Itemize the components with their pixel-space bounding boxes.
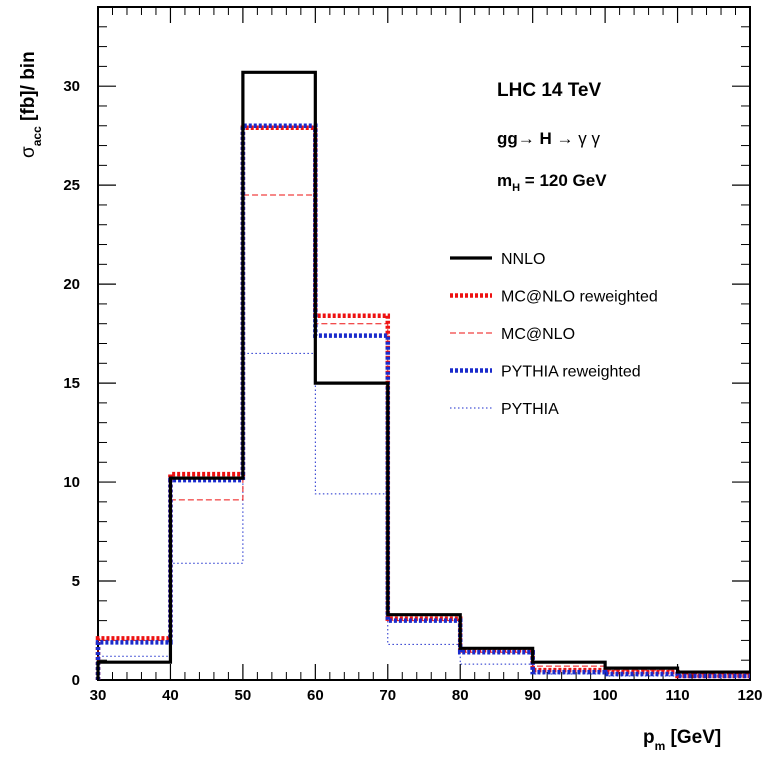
x-tick-label: 40 — [162, 687, 179, 704]
x-tick-label: 30 — [90, 687, 107, 704]
y-axis-label: σacc [fb]/ bin — [18, 51, 44, 158]
legend-label: MC@NLO reweighted — [501, 289, 658, 306]
series-group — [95, 70, 750, 680]
y-tick-label: 0 — [72, 672, 80, 689]
axis-ticks: 30 40 50 60 70 80 90 100 110 120 0 5 10 15 20 25 30 — [63, 6, 763, 704]
x-tick-label: 50 — [235, 687, 252, 704]
annotation-process: gg→ H → γ γ — [497, 129, 600, 148]
x-tick-label: 80 — [452, 687, 469, 704]
plot-frame — [97, 6, 751, 681]
y-tick-label: 15 — [63, 375, 80, 392]
legend-label: NNLO — [501, 251, 545, 268]
x-axis-label: pm [GeV] — [643, 727, 721, 753]
legend-label: PYTHIA — [501, 401, 559, 418]
annotation-lhc: LHC 14 TeV — [497, 80, 602, 101]
series-line-nnlo — [96, 70, 750, 680]
y-tick-label: 20 — [63, 276, 80, 293]
series-line-pythia — [97, 352, 750, 680]
x-tick-label: 90 — [524, 687, 541, 704]
series-line-pythia-reweighted — [95, 123, 750, 680]
y-tick-label: 10 — [63, 474, 80, 491]
legend: NNLO MC@NLO reweighted MC@NLO PYTHIA reweig… — [450, 251, 658, 418]
annotation-higgs-mass: mH = 120 GeV — [497, 171, 607, 194]
x-tick-label: 70 — [379, 687, 396, 704]
y-tick-label: 30 — [63, 78, 80, 95]
legend-label: MC@NLO — [501, 326, 575, 343]
x-tick-label: 100 — [593, 687, 618, 704]
x-tick-label: 60 — [307, 687, 324, 704]
x-tick-label: 110 — [665, 687, 689, 704]
y-tick-label: 5 — [72, 573, 80, 590]
series-line-mc-nlo-reweighted — [95, 125, 750, 680]
y-tick-label: 25 — [63, 177, 80, 194]
series-line-mc-nlo — [97, 194, 750, 680]
x-tick-label: 120 — [737, 687, 762, 704]
legend-label: PYTHIA reweighted — [501, 364, 641, 381]
